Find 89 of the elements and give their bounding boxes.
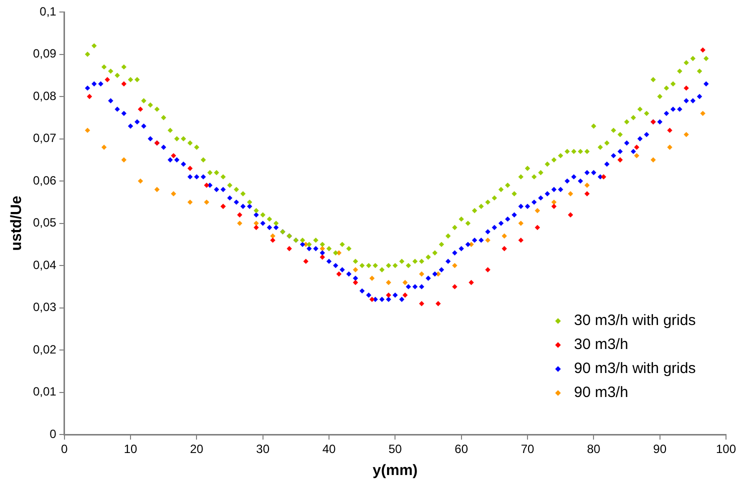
point: [468, 280, 474, 286]
point: [187, 200, 193, 205]
y-tick-label: 0,04: [32, 258, 57, 272]
point: [320, 254, 325, 260]
point: [204, 200, 210, 205]
point: [419, 300, 424, 306]
x-tick-label: 20: [190, 442, 204, 456]
x-tick-label: 60: [454, 442, 468, 456]
y-tick-label: 0,06: [32, 173, 57, 188]
y-tick-label: 0,07: [32, 131, 57, 146]
point: [551, 204, 557, 209]
point: [138, 106, 144, 112]
point: [369, 276, 375, 281]
point: [254, 220, 259, 226]
point: [667, 144, 672, 150]
x-tick-label: 80: [586, 442, 601, 456]
point: [684, 132, 689, 138]
x-tick-label: 50: [388, 442, 402, 456]
point: [485, 238, 490, 243]
point: [187, 166, 193, 171]
point: [254, 224, 259, 230]
point: [237, 212, 242, 218]
point: [634, 153, 640, 158]
point: [634, 144, 640, 150]
y-tick-label: 0,09: [32, 46, 57, 61]
point: [518, 238, 524, 243]
y-tick-label: 0,02: [32, 342, 57, 356]
x-tick-label: 90: [653, 442, 667, 456]
point: [336, 271, 342, 277]
point: [584, 182, 590, 188]
point: [84, 128, 90, 133]
x-tick-label: 0: [61, 442, 68, 456]
point: [286, 246, 292, 252]
point: [104, 77, 110, 82]
point: [534, 208, 540, 214]
x-tick-label: 30: [256, 442, 270, 456]
point: [352, 280, 358, 286]
point: [518, 220, 524, 226]
point: [485, 267, 490, 272]
y-tick-label: 0,05: [32, 216, 57, 230]
point: [568, 191, 574, 196]
legend-label: 30 m3/h with grids: [574, 312, 696, 330]
point: [402, 292, 408, 298]
point: [700, 47, 706, 53]
y-tick-label: 0,1: [40, 4, 57, 18]
point: [452, 284, 458, 290]
point: [121, 81, 127, 86]
x-tick-label: 10: [124, 442, 138, 456]
point: [154, 186, 160, 192]
point: [101, 144, 107, 150]
x-axis-title: y(mm): [372, 462, 418, 480]
point: [534, 224, 540, 230]
legend-label: 90 m3/h: [574, 384, 628, 402]
y-tick-label: 0,01: [32, 384, 57, 399]
point: [320, 246, 325, 252]
point: [138, 178, 144, 184]
point: [419, 271, 424, 277]
point: [402, 280, 408, 286]
point: [170, 191, 176, 196]
x-tick-label: 70: [520, 442, 534, 456]
legend-label: 30 m3/h: [574, 336, 628, 354]
point: [584, 191, 590, 196]
point: [352, 267, 358, 272]
y-axis-title: ustd/Ue: [8, 196, 26, 251]
point: [121, 157, 127, 163]
point: [502, 246, 507, 252]
point: [436, 300, 441, 306]
point: [86, 94, 92, 100]
point: [700, 110, 706, 116]
point: [303, 258, 308, 264]
y-tick-label: 0: [50, 426, 57, 441]
x-tick-label: 40: [322, 442, 336, 456]
point: [369, 296, 375, 302]
point: [568, 212, 574, 218]
legend-label: 90 m3/h with grids: [574, 360, 696, 378]
point: [170, 153, 176, 158]
point: [502, 233, 507, 239]
y-tick-label: 0,03: [32, 300, 57, 314]
point: [684, 85, 689, 91]
point: [237, 220, 242, 226]
y-tick-label: 0,08: [32, 88, 57, 103]
point: [667, 128, 672, 133]
point: [386, 280, 392, 286]
x-tick-label: 100: [716, 442, 736, 456]
point: [386, 292, 392, 298]
point: [452, 262, 458, 268]
point: [204, 182, 210, 188]
point: [650, 157, 656, 163]
point: [270, 238, 276, 243]
